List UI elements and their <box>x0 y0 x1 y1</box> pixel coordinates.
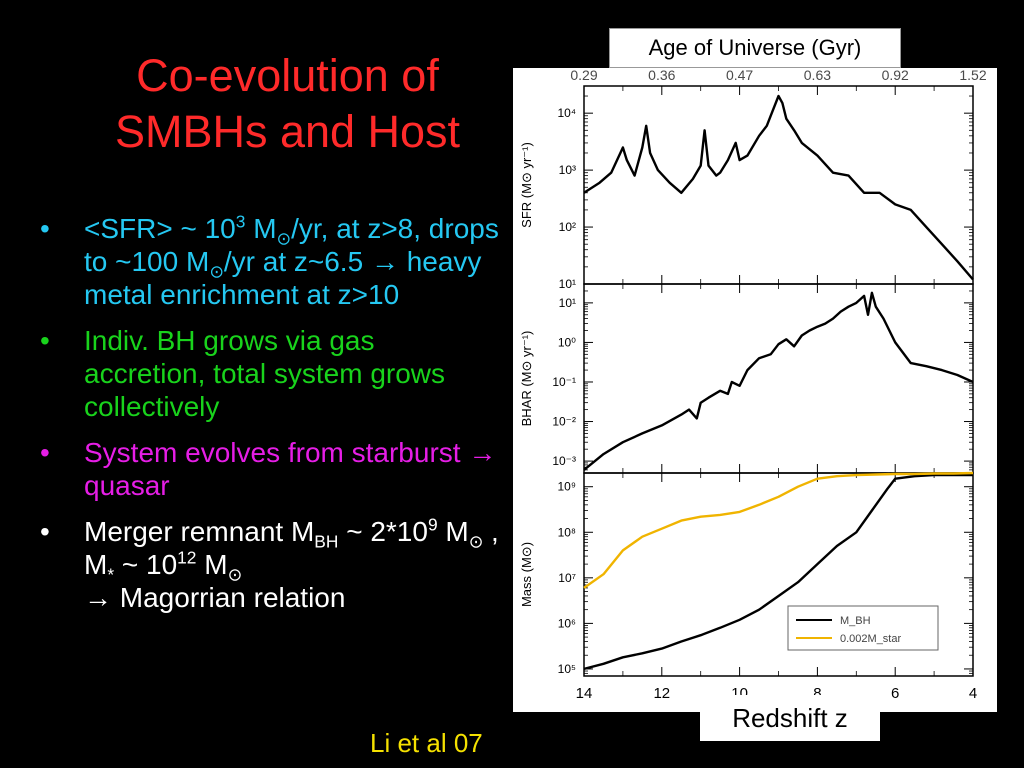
legend-box <box>787 605 939 651</box>
citation: Li et al 07 <box>370 728 483 758</box>
bullet-list: • <SFR> ~ 103 M⊙/yr, at z>8, drops to ~1… <box>40 212 500 627</box>
plot-frame <box>583 283 974 474</box>
solar-symbol: ⊙ <box>276 228 292 249</box>
plot-frame <box>583 85 974 285</box>
y-axis-label: SFR (M⊙ yr⁻¹) <box>519 142 534 228</box>
x-tick-label: 6 <box>891 685 899 702</box>
y-tick-label: 10¹ <box>559 296 576 310</box>
y-tick-label: 10⁶ <box>558 616 576 630</box>
series-line-m-bh <box>583 473 973 671</box>
arrow-icon: → <box>84 582 112 613</box>
series-line-main <box>583 94 974 281</box>
y-tick-label: 10² <box>559 220 576 234</box>
y-axis-label: Mass (M⊙) <box>519 542 534 607</box>
y-tick-label: 10⁻¹ <box>552 375 576 389</box>
top-axis-title: Age of Universe (Gyr) <box>609 28 901 68</box>
figure-panel: 10¹ 10² 10³ 10⁴ SFR (M⊙ yr⁻¹) 0.29 0.36 0.47 0.6… <box>513 68 997 712</box>
top-tick-label: 0.47 <box>726 68 753 83</box>
arrow-icon: → <box>370 246 399 277</box>
arrow-icon: → <box>468 437 497 468</box>
solar-symbol: ⊙ <box>209 261 224 282</box>
y-tick-label: 10⁴ <box>557 106 576 120</box>
series-line-0-002m-star <box>583 471 974 589</box>
bullet-text: System evolves from starburst → quasar <box>84 437 497 501</box>
y-tick-label: 10¹ <box>559 277 576 291</box>
bullet-text: Merger remnant MBH ~ 2*109 M⊙ , M* ~ 101… <box>84 514 499 613</box>
title-line-2: SMBHs and Host <box>114 106 461 157</box>
x-tick-label: 14 <box>576 685 593 702</box>
series-line-main <box>583 291 974 471</box>
bullet-sfr: • <SFR> ~ 103 M⊙/yr, at z>8, drops to ~1… <box>40 212 500 311</box>
y-tick-label: 10⁻³ <box>552 454 576 468</box>
bullet-marker: • <box>40 516 50 547</box>
chart-svg: 10¹ 10² 10³ 10⁴ SFR (M⊙ yr⁻¹) 0.29 0.36 0.47 0.6… <box>519 68 987 702</box>
x-tick-label: 12 <box>653 685 670 702</box>
top-tick-label: 0.63 <box>804 68 831 83</box>
bullet-text: <SFR> ~ 103 M⊙/yr, at z>8, drops to ~100… <box>84 211 499 310</box>
top-tick-label: 1.52 <box>959 68 986 83</box>
y-tick-label: 10⁰ <box>558 335 576 349</box>
y-tick-label: 10⁻² <box>552 415 576 429</box>
top-tick-label: 0.36 <box>648 68 675 83</box>
bullet-marker: • <box>40 325 50 356</box>
top-tick-label: 0.92 <box>882 68 909 83</box>
slide-title: Co-evolution of SMBHs and Host <box>60 48 515 160</box>
y-tick-label: 10⁹ <box>558 480 577 494</box>
legend-label: M_BH <box>840 615 871 627</box>
top-tick-label: 0.29 <box>570 68 597 83</box>
y-tick-label: 10⁵ <box>558 662 576 676</box>
bullet-text: Indiv. BH grows via gas accretion, total… <box>84 325 446 422</box>
bullet-marker: • <box>40 213 50 244</box>
x-tick-label: 8 <box>813 685 821 702</box>
x-tick-label: 4 <box>969 685 977 702</box>
bullet-marker: • <box>40 437 50 468</box>
y-tick-label: 10⁸ <box>558 525 576 539</box>
y-axis-label: BHAR (M⊙ yr⁻¹) <box>519 331 534 427</box>
bullet-bh-growth: • Indiv. BH grows via gas accretion, tot… <box>40 324 500 423</box>
solar-symbol: ⊙ <box>468 531 484 552</box>
y-tick-label: 10⁷ <box>558 571 576 585</box>
title-line-1: Co-evolution of <box>136 50 439 101</box>
bullet-system-evolves: • System evolves from starburst → quasar <box>40 436 500 502</box>
bullet-merger-remnant: • Merger remnant MBH ~ 2*109 M⊙ , M* ~ 1… <box>40 515 500 614</box>
legend-label: 0.002M_star <box>840 633 901 645</box>
solar-symbol: ⊙ <box>227 564 243 585</box>
y-tick-label: 10³ <box>559 163 576 177</box>
bottom-axis-title: Redshift z <box>700 695 880 741</box>
